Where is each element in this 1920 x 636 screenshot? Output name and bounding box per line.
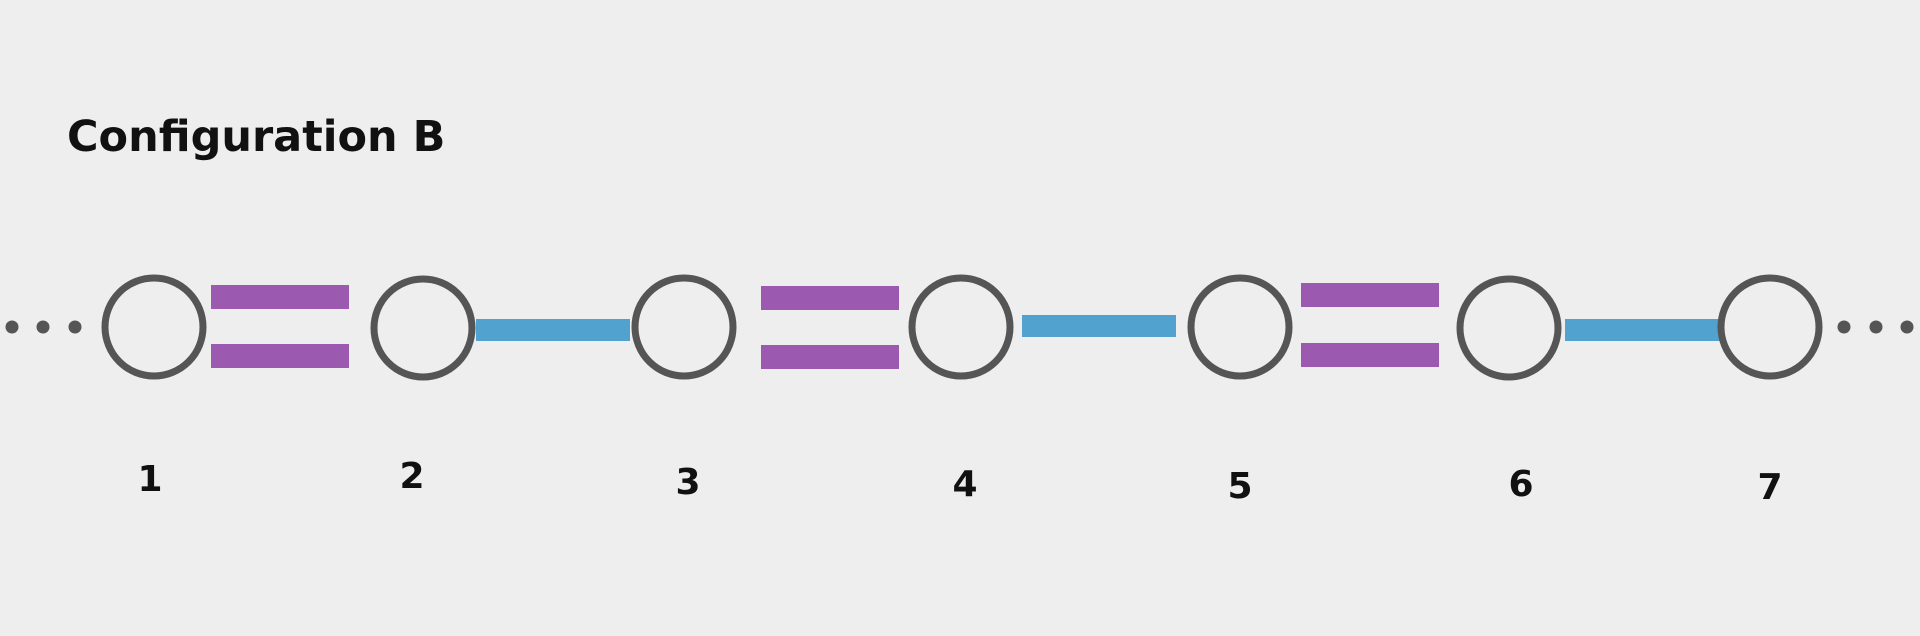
node-6 [1456, 275, 1562, 381]
bond-bar [1022, 315, 1176, 337]
double-bond-5-6 [1301, 283, 1439, 367]
bond-bar [1565, 319, 1721, 341]
bond-bar [211, 344, 349, 368]
ellipsis-dot [1869, 320, 1883, 334]
nodes-layer [101, 274, 1823, 381]
single-bond-2-3 [476, 319, 630, 341]
double-bond-3-4 [761, 286, 899, 369]
right-ellipsis [1837, 320, 1914, 334]
node-3 [631, 274, 737, 380]
node-4 [908, 274, 1014, 380]
single-bond-6-7 [1565, 319, 1721, 341]
bond-bar [211, 285, 349, 309]
node-label-6: 6 [1508, 464, 1533, 505]
bond-bar [476, 319, 630, 341]
node-1 [101, 274, 207, 380]
single-bond-4-5 [1022, 315, 1176, 337]
bond-bar [1301, 343, 1439, 367]
ellipsis-dot [5, 320, 19, 334]
double-bond-1-2 [211, 285, 349, 368]
bond-bar [1301, 283, 1439, 307]
node-2 [370, 275, 476, 381]
labels-layer: 1 2 3 4 5 6 7 [137, 456, 1782, 508]
node-5 [1187, 274, 1293, 380]
bonds-layer [211, 283, 1721, 369]
ellipsis-dot [36, 320, 50, 334]
bond-bar [761, 345, 899, 369]
node-label-3: 3 [675, 462, 700, 503]
ellipsis-dot [68, 320, 82, 334]
node-label-5: 5 [1227, 466, 1252, 507]
node-label-4: 4 [952, 464, 977, 505]
bond-bar [761, 286, 899, 310]
left-ellipsis [5, 320, 82, 334]
ellipsis-dot [1837, 320, 1851, 334]
diagram-title: Configuration B [67, 112, 446, 162]
node-label-1: 1 [137, 459, 162, 500]
node-label-7: 7 [1757, 467, 1782, 508]
node-7 [1717, 274, 1823, 380]
node-label-2: 2 [399, 456, 424, 497]
ellipsis-dot [1900, 320, 1914, 334]
